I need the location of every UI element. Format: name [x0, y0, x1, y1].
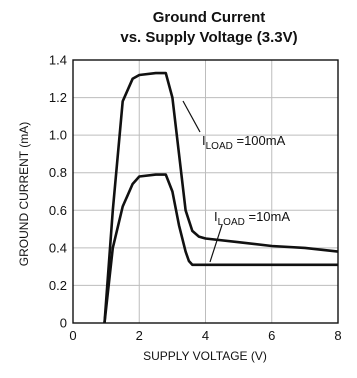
axes: 0 2 4 6 8 0 0.2 0.4 0.6 0.8 1.0 1.2 1.4 [49, 53, 342, 344]
y-tick-label: 0.4 [49, 240, 67, 255]
x-tick-label: 0 [69, 328, 76, 343]
x-tick-label: 4 [202, 328, 209, 343]
x-tick-label: 2 [136, 328, 143, 343]
annotation-label-0: ILOAD =100mA [202, 133, 286, 152]
y-tick-label: 1.2 [49, 90, 67, 105]
grid [72, 59, 339, 324]
chart-subtitle: vs. Supply Voltage (3.3V) [120, 29, 297, 46]
plot-frame [72, 59, 339, 324]
x-tick-label: 8 [334, 328, 341, 343]
y-axis-label: GROUND CURRENT (mA) [17, 122, 31, 266]
y-tick-label: 0.6 [49, 203, 67, 218]
series-line-0 [103, 71, 339, 324]
y-tick-label: 1.0 [49, 128, 67, 143]
y-tick-label: 0 [60, 316, 67, 331]
x-axis-label: SUPPLY VOLTAGE (V) [143, 349, 267, 363]
annotation-leader-0 [182, 100, 201, 133]
annotation-label-1: ILOAD =10mA [214, 209, 290, 228]
chart-title: Ground Current [153, 9, 266, 26]
x-tick-label: 6 [268, 328, 275, 343]
y-tick-label: 0.8 [49, 165, 67, 180]
annotations: ILOAD =100mA ILOAD =10mA [182, 100, 290, 263]
series-line-1 [103, 173, 338, 324]
series-layer [103, 71, 339, 324]
y-tick-label: 1.4 [49, 53, 67, 68]
y-tick-label: 0.2 [49, 278, 67, 293]
annotation-leader-1 [209, 224, 223, 263]
